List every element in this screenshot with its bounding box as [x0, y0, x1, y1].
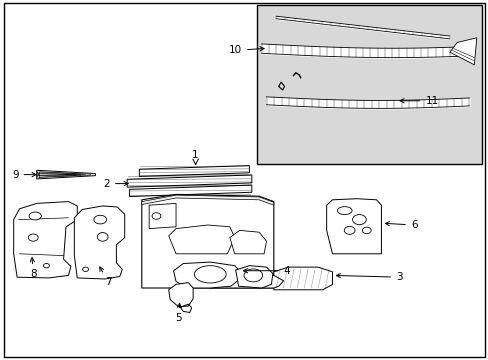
Ellipse shape: [352, 215, 366, 225]
Ellipse shape: [344, 226, 354, 234]
Polygon shape: [139, 166, 249, 176]
Ellipse shape: [244, 269, 262, 282]
Text: 8: 8: [30, 258, 37, 279]
Text: 3: 3: [336, 272, 402, 282]
Text: 1: 1: [192, 150, 199, 160]
Polygon shape: [168, 225, 234, 254]
Polygon shape: [142, 194, 273, 288]
Text: 2: 2: [103, 179, 128, 189]
Text: 7: 7: [100, 267, 112, 287]
Polygon shape: [127, 175, 251, 187]
Ellipse shape: [82, 267, 88, 271]
Polygon shape: [173, 262, 239, 288]
Ellipse shape: [97, 233, 108, 241]
Polygon shape: [326, 199, 381, 254]
Text: 5: 5: [175, 303, 182, 323]
Polygon shape: [129, 185, 251, 197]
Ellipse shape: [337, 207, 351, 215]
Ellipse shape: [29, 212, 41, 220]
Text: 4: 4: [243, 266, 290, 276]
Polygon shape: [273, 267, 332, 290]
Bar: [256, 5, 481, 164]
Polygon shape: [37, 170, 95, 179]
Polygon shape: [168, 283, 193, 307]
Polygon shape: [14, 202, 77, 278]
Text: 6: 6: [385, 220, 417, 230]
Polygon shape: [449, 38, 476, 65]
Polygon shape: [229, 230, 266, 254]
Polygon shape: [235, 266, 272, 288]
Ellipse shape: [94, 215, 106, 224]
Ellipse shape: [28, 234, 38, 241]
Text: 11: 11: [399, 96, 438, 106]
Polygon shape: [142, 195, 273, 205]
Text: 9: 9: [12, 170, 36, 180]
Polygon shape: [149, 203, 176, 229]
Text: 10: 10: [228, 45, 264, 55]
Ellipse shape: [362, 227, 370, 234]
Ellipse shape: [43, 264, 49, 268]
Ellipse shape: [194, 266, 225, 283]
Ellipse shape: [152, 213, 161, 219]
Polygon shape: [74, 206, 124, 279]
Polygon shape: [190, 274, 283, 288]
